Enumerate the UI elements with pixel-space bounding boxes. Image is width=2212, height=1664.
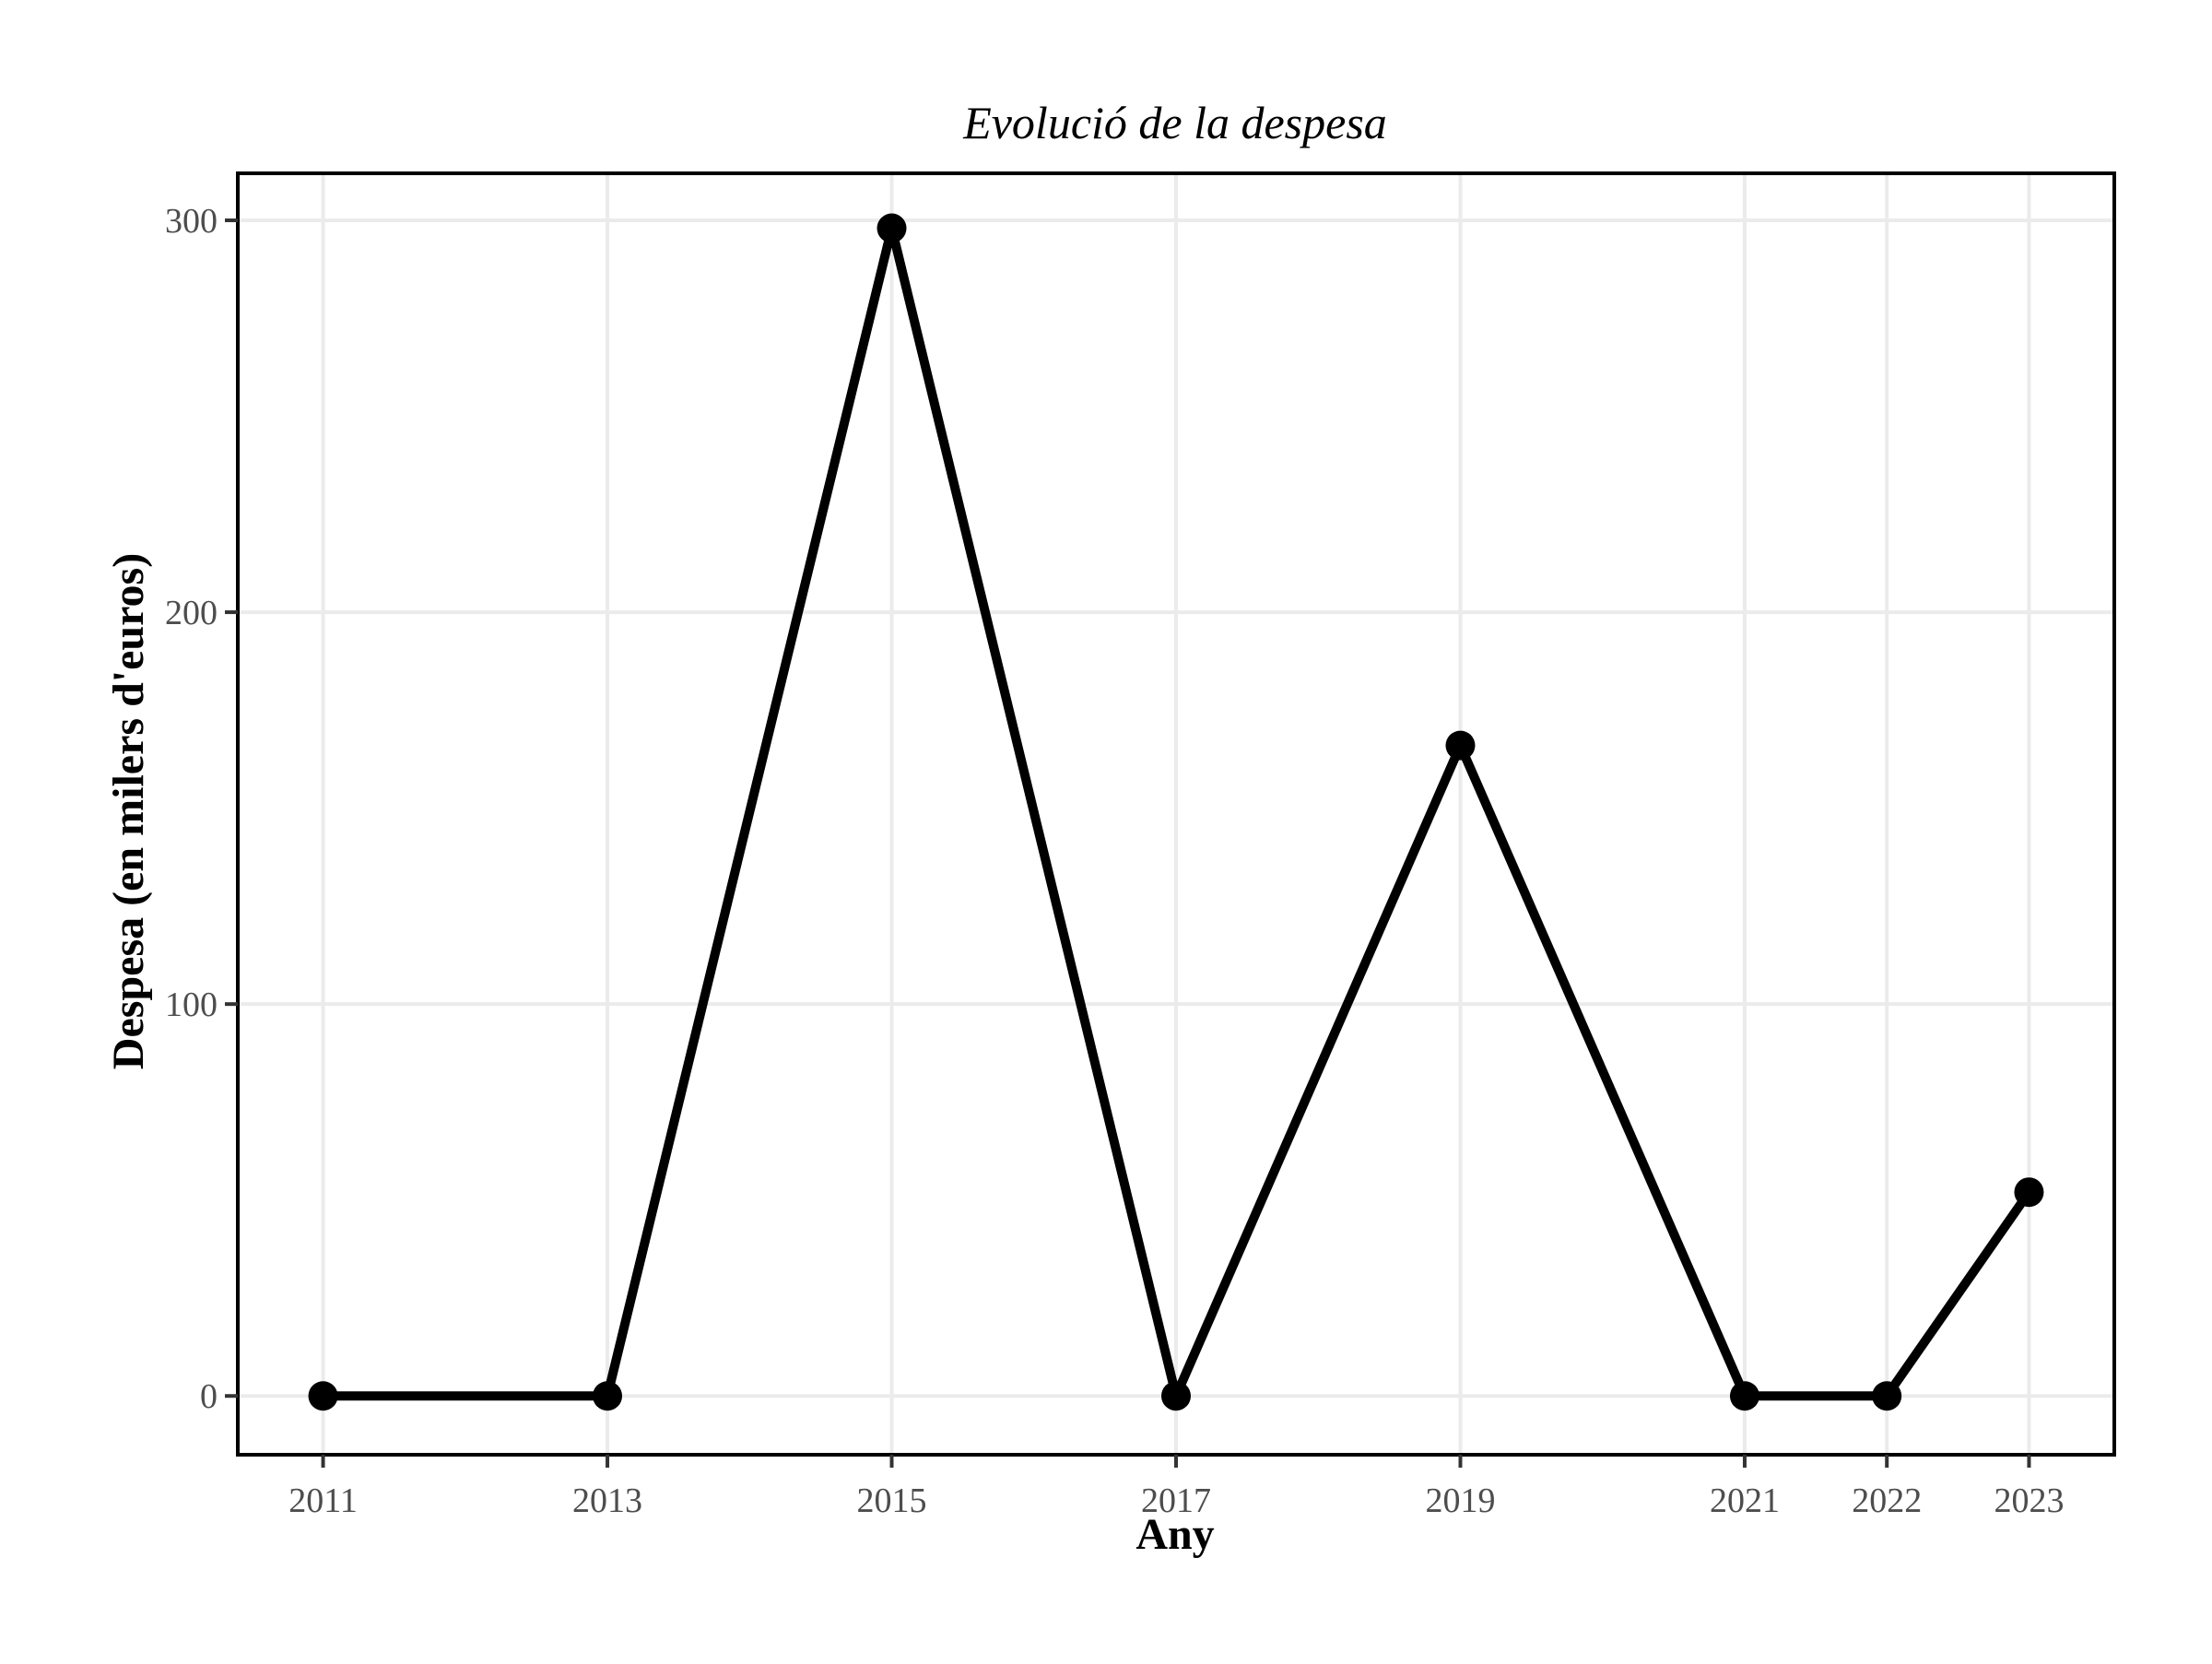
axis-ticks — [225, 218, 2031, 1468]
x-tick-label: 2011 — [288, 1481, 358, 1520]
x-tick-labels: 2011 2013 2015 2017 2019 2021 2022 2023 — [288, 1481, 2064, 1520]
x-tick-label: 2013 — [572, 1481, 642, 1520]
data-point — [1729, 1381, 1759, 1411]
y-tick-labels: 0 100 200 300 — [165, 202, 218, 1416]
y-tick-label: 100 — [165, 985, 218, 1024]
data-point — [1872, 1381, 1902, 1411]
y-axis-title: Despesa (en milers d'euros) — [104, 553, 153, 1069]
x-tick-label: 2019 — [1425, 1481, 1495, 1520]
series-layer — [323, 223, 2033, 1401]
x-tick-label: 2021 — [1710, 1481, 1780, 1520]
data-point — [1445, 730, 1476, 761]
data-points — [308, 213, 2044, 1411]
y-tick-label: 200 — [165, 594, 218, 632]
data-point — [2014, 1177, 2044, 1208]
x-axis-title: Any — [1135, 1510, 1214, 1559]
data-point — [593, 1381, 623, 1411]
y-tick-label: 0 — [200, 1377, 218, 1416]
x-tick-label: 2015 — [857, 1481, 927, 1520]
series-line — [323, 223, 2033, 1401]
data-point — [877, 213, 907, 243]
x-tick-label: 2022 — [1852, 1481, 1922, 1520]
grid-lines — [238, 173, 2114, 1455]
chart-title: Evolució de la despesa — [962, 97, 1387, 148]
y-tick-label: 300 — [165, 202, 218, 241]
data-point — [308, 1381, 338, 1411]
x-tick-label: 2017 — [1141, 1481, 1211, 1520]
x-tick-label: 2023 — [1994, 1481, 2064, 1520]
data-point — [1161, 1381, 1191, 1411]
